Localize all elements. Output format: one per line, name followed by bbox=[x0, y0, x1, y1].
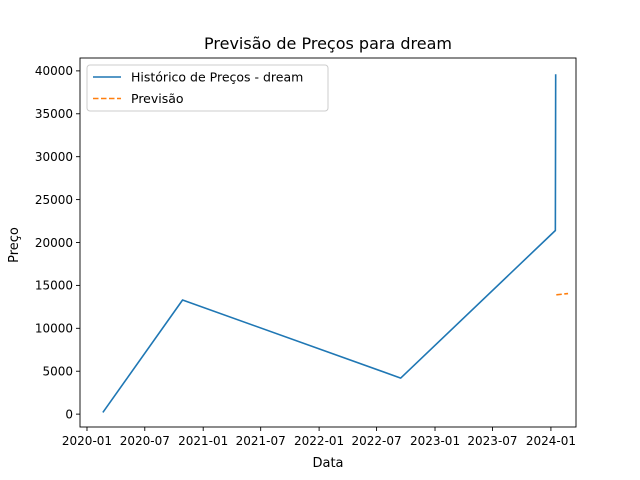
y-tick-label-8: 40000 bbox=[35, 64, 73, 78]
y-tick-label-5: 25000 bbox=[35, 193, 73, 207]
x-axis-label: Data bbox=[312, 456, 343, 471]
series-line-1 bbox=[556, 292, 569, 296]
x-tick-label-4: 2022-01 bbox=[294, 434, 344, 448]
legend-label-0: Histórico de Preços - dream bbox=[131, 70, 303, 85]
chart-title: Previsão de Preços para dream bbox=[204, 34, 452, 53]
plot-area: 2020-01 2020-07 2021-01 2021-07 2022-01 2022-… bbox=[35, 57, 577, 448]
y-tick-label-7: 35000 bbox=[35, 107, 73, 121]
x-tick-label-8: 2024-01 bbox=[526, 434, 576, 448]
y-tick-label-2: 10000 bbox=[35, 322, 73, 336]
x-tick-label-1: 2020-07 bbox=[120, 434, 170, 448]
x-tick-label-3: 2021-07 bbox=[236, 434, 286, 448]
y-tick-label-1: 5000 bbox=[42, 365, 73, 379]
x-tick-label-5: 2022-07 bbox=[352, 434, 402, 448]
y-axis-label: Preço bbox=[7, 227, 22, 263]
legend: Histórico de Preços - dream Previsão bbox=[86, 64, 329, 112]
x-tick-label-2: 2021-01 bbox=[178, 434, 228, 448]
y-tick-label-6: 30000 bbox=[35, 150, 73, 164]
x-tick-label-7: 2023-07 bbox=[467, 434, 517, 448]
y-tick-label-0: 0 bbox=[65, 407, 73, 421]
legend-label-1: Previsão bbox=[131, 91, 184, 106]
y-tick-label-3: 15000 bbox=[35, 279, 73, 293]
x-tick-label-6: 2023-01 bbox=[410, 434, 460, 448]
legend-box bbox=[86, 64, 329, 112]
x-tick-label-0: 2020-01 bbox=[62, 434, 112, 448]
y-tick-label-4: 20000 bbox=[35, 236, 73, 250]
series-line-0 bbox=[102, 74, 557, 413]
